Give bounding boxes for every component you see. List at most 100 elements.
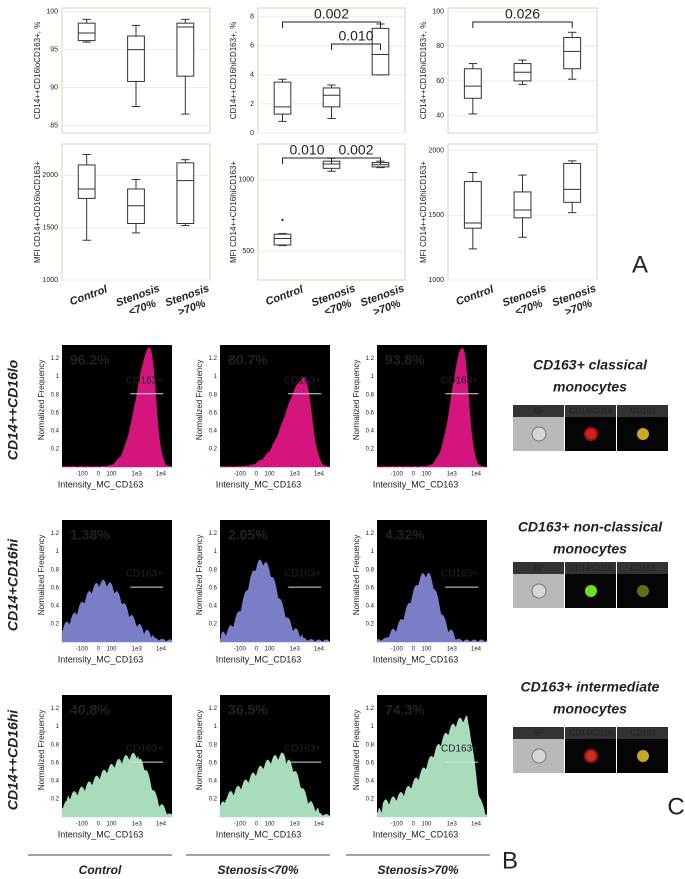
x-tick-label: 1e4	[156, 472, 167, 478]
box	[273, 233, 292, 246]
cell	[637, 428, 649, 440]
outlier	[281, 218, 284, 222]
x-tick-label: 100	[264, 647, 275, 653]
y-axis-label: CD14++CD16loCD163+, %	[33, 22, 42, 120]
y-tick-label: 1	[371, 549, 375, 555]
y-axis-label: Normalized Frequency	[37, 710, 46, 790]
y-tick-label: 1000	[42, 277, 58, 284]
gate-label: CD163+	[284, 569, 321, 580]
channel-label: CD14/CD16	[569, 407, 613, 416]
x-tick-label: 1e3	[290, 472, 301, 478]
column-label: Control	[79, 863, 122, 877]
gate-label: CD163+	[284, 375, 321, 386]
histogram	[61, 752, 173, 818]
x-tick-label: 1e3	[290, 822, 301, 828]
significance-bracket	[472, 21, 573, 28]
box	[463, 181, 482, 229]
x-axis-label: Intensity_MC_CD163	[373, 829, 459, 839]
y-tick-label: 1	[371, 374, 375, 380]
x-axis-label: Intensity_MC_CD163	[373, 654, 459, 664]
y-tick-label: 1.2	[366, 356, 375, 362]
x-tick-label: 1e3	[447, 647, 458, 653]
x-axis-label: Intensity_MC_CD163	[216, 479, 302, 489]
histogram	[376, 572, 488, 643]
cell-title: monocytes	[553, 701, 627, 717]
y-tick-label: 0.2	[209, 797, 218, 803]
percent-label: 36.5%	[228, 702, 268, 718]
y-tick-label: 4	[250, 72, 254, 79]
gate-label: CD163+	[441, 744, 478, 755]
box	[273, 81, 292, 115]
y-tick-label: 40	[436, 112, 444, 119]
y-tick-label: 0.6	[51, 585, 60, 591]
gate-label: CD163+	[441, 569, 478, 580]
y-axis-label: MFI CD14++CD16hiCD163+	[419, 161, 428, 263]
y-tick-label: 0.6	[209, 760, 218, 766]
y-tick-label: 1	[56, 549, 60, 555]
y-tick-label: 2000	[428, 147, 444, 154]
x-tick-label: -100	[76, 647, 89, 653]
x-tick-label: 1e4	[471, 472, 482, 478]
cell-title: CD163+ non-classical	[518, 519, 663, 535]
channel-header	[617, 562, 668, 574]
channel-header	[513, 727, 564, 739]
x-tick-label: 1e4	[156, 647, 167, 653]
y-tick-label: 1	[214, 724, 218, 730]
significance-bracket	[282, 21, 381, 28]
y-tick-label: 60	[436, 78, 444, 85]
x-tick-label: 1e3	[447, 822, 458, 828]
y-tick-label: 0.4	[209, 778, 218, 784]
y-tick-label: 100	[432, 8, 444, 15]
channel-label: BF	[534, 729, 544, 738]
x-tick-label: 0	[412, 822, 416, 828]
histogram	[219, 559, 331, 643]
x-tick-label: 0	[412, 647, 416, 653]
y-tick-label: 1000	[238, 177, 254, 184]
channel-label: BF	[534, 564, 544, 573]
x-tick-label: 1e4	[314, 822, 325, 828]
box	[513, 191, 532, 219]
y-axis-label: MFI CD14++CD16loCD163+	[33, 161, 42, 263]
y-tick-label: 0.2	[209, 622, 218, 628]
y-axis-label: Normalized Frequency	[352, 535, 361, 615]
x-tick-label: 0	[255, 472, 259, 478]
y-tick-label: 0.6	[209, 585, 218, 591]
y-tick-label: 0.2	[366, 797, 375, 803]
box	[463, 68, 482, 99]
channel-label: CD14/CD16	[569, 564, 613, 573]
y-tick-label: 2	[250, 101, 254, 108]
y-tick-label: 1.2	[366, 531, 375, 537]
x-axis-label: Intensity_MC_CD163	[216, 829, 302, 839]
y-tick-label: 0.4	[51, 778, 60, 784]
y-axis-label: CD14++CD16hiCD163+, %	[229, 22, 238, 120]
y-tick-label: 1	[56, 374, 60, 380]
x-tick-label: 1e3	[132, 822, 143, 828]
cell-title: CD163+ intermediate	[521, 679, 660, 695]
y-tick-label: 0.4	[366, 603, 375, 609]
x-tick-label: -100	[76, 822, 89, 828]
y-tick-label: 1	[371, 724, 375, 730]
x-axis-label: Intensity_MC_CD163	[58, 829, 144, 839]
percent-label: 93.8%	[385, 352, 425, 368]
y-axis-label: Normalized Frequency	[352, 710, 361, 790]
x-axis-label: Intensity_MC_CD163	[373, 479, 459, 489]
y-tick-label: 80	[436, 43, 444, 50]
x-tick-label: Control	[264, 283, 306, 308]
y-axis-label: CD14++CD16hiCD163+, %	[419, 22, 428, 120]
x-axis-label: Intensity_MC_CD163	[58, 654, 144, 664]
y-tick-label: 0.4	[51, 603, 60, 609]
channel-header	[617, 405, 668, 417]
y-tick-label: 0.4	[51, 428, 60, 434]
histogram	[376, 715, 488, 818]
cell	[531, 426, 547, 442]
x-tick-label: 0	[97, 647, 101, 653]
y-tick-label: 500	[242, 248, 254, 255]
panel-label: B	[502, 847, 518, 874]
p-value: 0.010	[289, 142, 324, 158]
percent-label: 96.2%	[70, 352, 110, 368]
x-tick-label: -100	[391, 647, 404, 653]
cell	[637, 585, 649, 597]
percent-label: 74.3%	[385, 702, 425, 718]
gate-label: CD163+	[126, 744, 163, 755]
y-tick-label: 0	[250, 130, 254, 137]
